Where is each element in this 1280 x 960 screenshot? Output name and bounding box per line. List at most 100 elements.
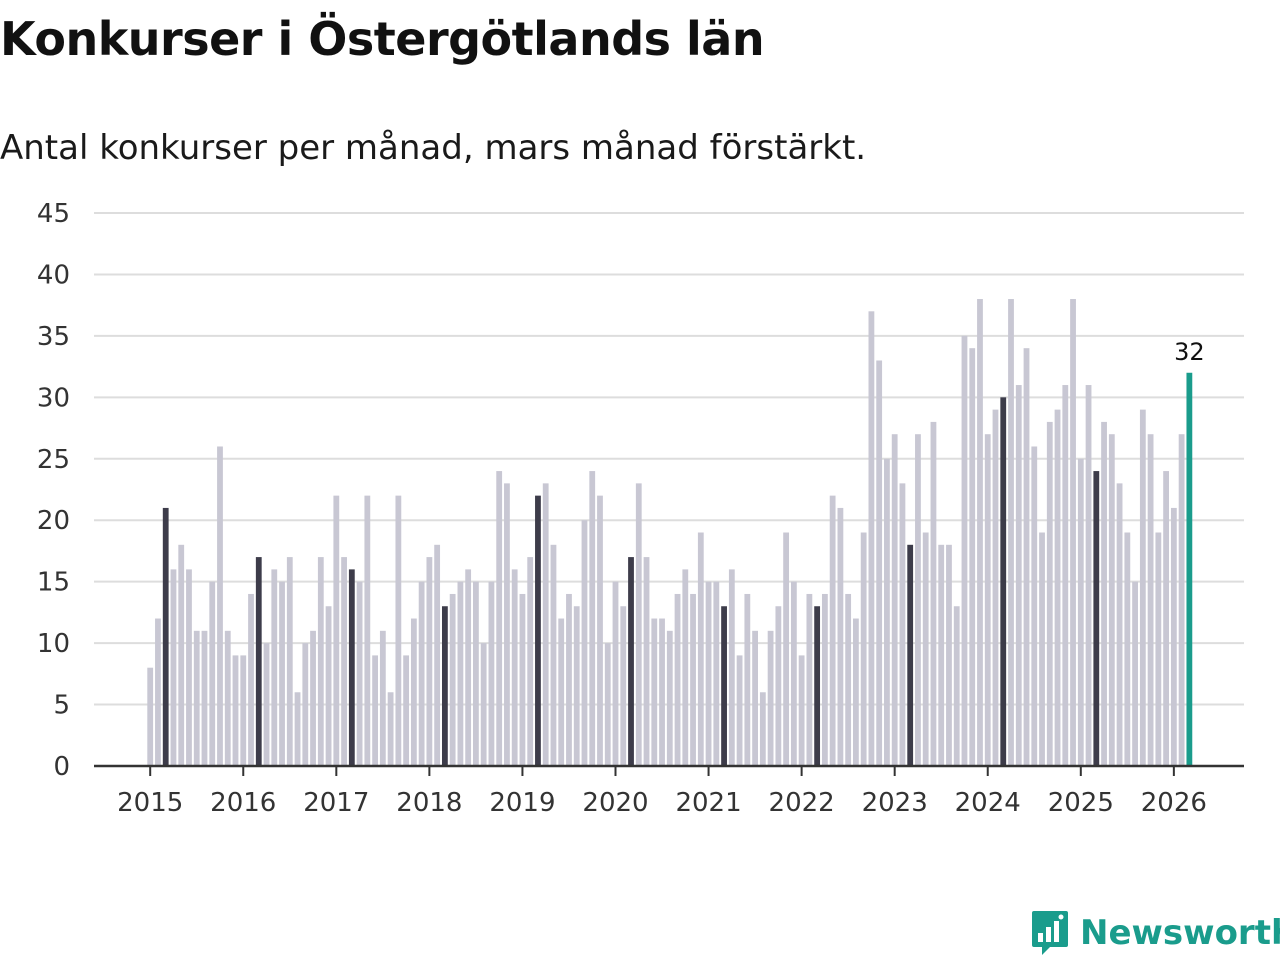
x-tick-label: 2016 xyxy=(210,788,276,818)
chart-subtitle: Antal konkurser per månad, mars månad fö… xyxy=(0,128,867,168)
x-tick-label: 2024 xyxy=(955,788,1021,818)
y-tick-label: 40 xyxy=(37,260,70,290)
bar xyxy=(558,618,565,766)
bar xyxy=(1108,434,1115,766)
bar xyxy=(480,643,487,766)
bar xyxy=(752,630,758,766)
data-labels: 32 xyxy=(1174,338,1205,366)
bar xyxy=(186,569,192,766)
bar xyxy=(736,655,743,766)
bar-march xyxy=(441,606,448,766)
bar xyxy=(604,643,611,766)
bar xyxy=(744,593,751,766)
x-tick-label: 2018 xyxy=(396,788,462,818)
bar xyxy=(387,692,394,766)
bar xyxy=(853,618,859,766)
bar xyxy=(860,532,867,766)
bar xyxy=(418,581,425,766)
bar xyxy=(597,495,603,766)
bar xyxy=(573,606,580,766)
bar xyxy=(341,557,347,766)
bar xyxy=(473,581,479,766)
y-axis-ticks: 0 5 10 15 20 25 30 35 40 45 xyxy=(37,199,70,782)
bar xyxy=(426,557,433,766)
bar-march xyxy=(628,557,634,766)
bar xyxy=(449,593,456,766)
bar xyxy=(333,495,340,766)
bar xyxy=(651,618,658,766)
bar xyxy=(922,532,929,766)
bar xyxy=(410,618,417,766)
bar xyxy=(504,483,510,766)
bar xyxy=(589,471,596,766)
bar xyxy=(674,593,681,766)
bar xyxy=(395,495,402,766)
bar xyxy=(713,581,720,766)
bar xyxy=(325,606,332,766)
bar xyxy=(286,557,293,766)
bar xyxy=(635,483,642,766)
bar xyxy=(224,630,231,766)
bar xyxy=(372,655,378,766)
bar-march xyxy=(162,507,169,766)
y-tick-label: 35 xyxy=(37,322,70,352)
bar xyxy=(1163,471,1169,766)
bar xyxy=(511,569,518,766)
bar xyxy=(977,299,983,766)
bar xyxy=(263,643,270,766)
bar xyxy=(317,557,324,766)
y-tick-label: 10 xyxy=(37,629,70,659)
bar xyxy=(193,630,200,766)
bar-latest xyxy=(1186,372,1193,766)
bar xyxy=(775,606,782,766)
bar xyxy=(1031,446,1038,766)
bar xyxy=(1178,434,1185,766)
bar xyxy=(434,544,441,766)
bar-march xyxy=(1000,397,1007,766)
bar xyxy=(209,581,216,766)
bar xyxy=(496,471,503,766)
bar xyxy=(403,655,410,766)
bar xyxy=(705,581,712,766)
latest-value-label: 32 xyxy=(1174,338,1205,366)
bar xyxy=(1147,434,1154,766)
brand-name: Newsworthy xyxy=(1080,913,1280,953)
bar xyxy=(1085,385,1092,766)
bar-march xyxy=(255,557,262,766)
bar xyxy=(1116,483,1123,766)
bar xyxy=(1062,385,1069,766)
bar xyxy=(550,544,557,766)
bar xyxy=(984,434,991,766)
bar xyxy=(310,630,316,766)
bar xyxy=(527,557,534,766)
bar xyxy=(767,630,774,766)
bar xyxy=(279,581,285,766)
x-tick-label: 2017 xyxy=(303,788,369,818)
bar xyxy=(829,495,836,766)
bar xyxy=(659,618,665,766)
bar xyxy=(240,655,247,766)
bar-march xyxy=(721,606,727,766)
bar xyxy=(155,618,161,766)
bar xyxy=(620,606,627,766)
bar xyxy=(271,569,278,766)
bar xyxy=(201,630,208,766)
bar xyxy=(1039,532,1045,766)
bar xyxy=(806,593,813,766)
bar xyxy=(294,692,301,766)
bar xyxy=(1023,348,1030,766)
bar xyxy=(915,434,921,766)
bar xyxy=(364,495,371,766)
x-tick-label: 2021 xyxy=(675,788,741,818)
x-tick-label: 2019 xyxy=(489,788,555,818)
bar xyxy=(1015,385,1022,766)
bar xyxy=(1070,299,1076,766)
bar xyxy=(946,544,952,766)
bars xyxy=(147,299,1193,766)
y-tick-label: 25 xyxy=(37,445,70,475)
bar xyxy=(1077,458,1084,766)
bar xyxy=(356,581,363,766)
bar xyxy=(992,409,999,766)
bar xyxy=(759,692,766,766)
